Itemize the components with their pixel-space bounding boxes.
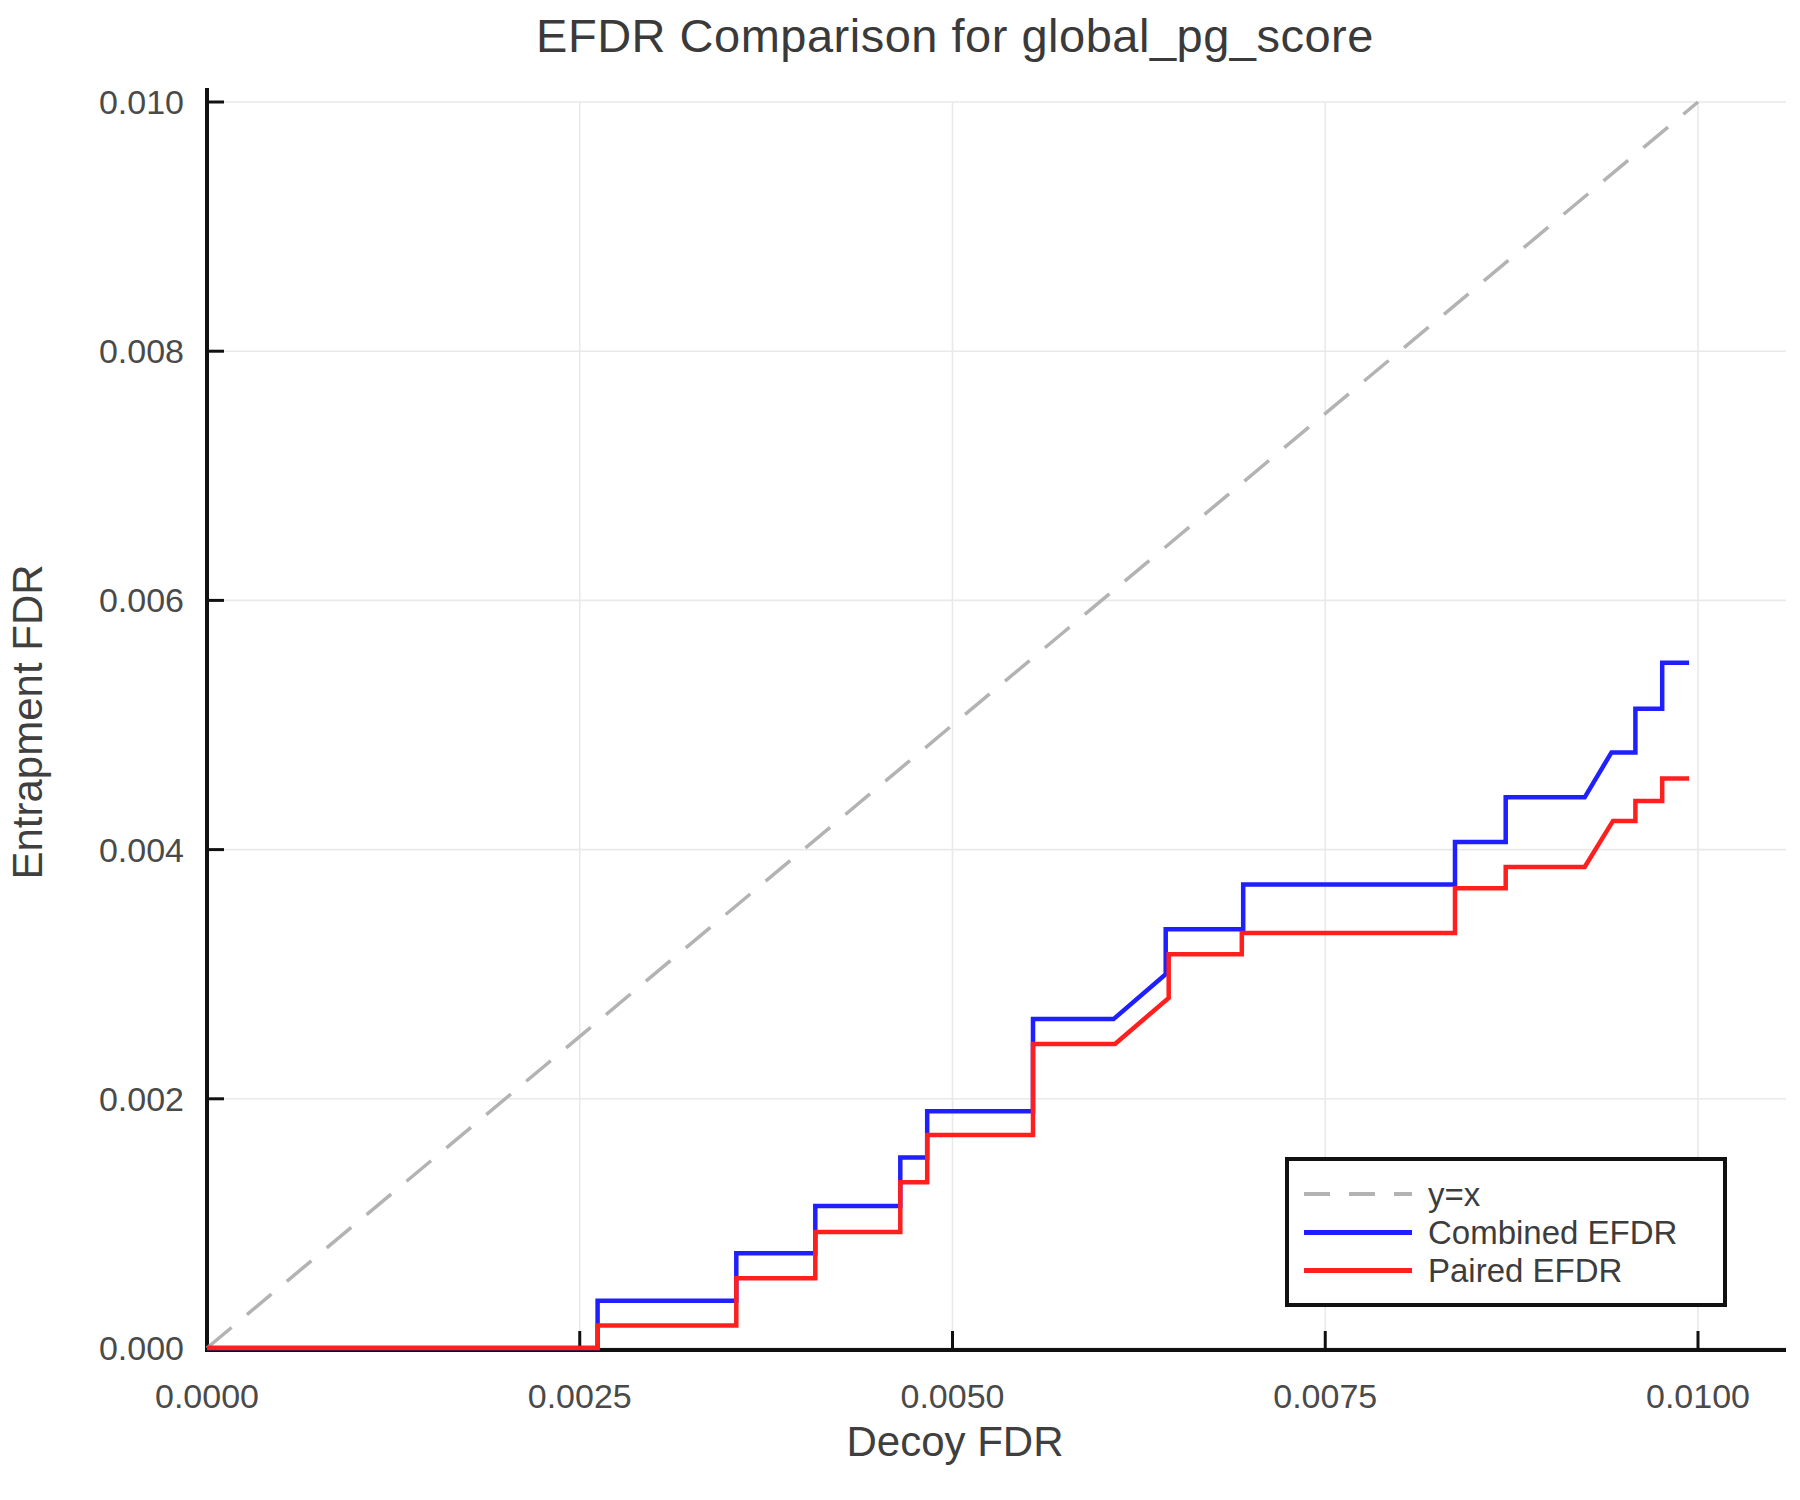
x-tick-label: 0.0050 <box>901 1377 1005 1415</box>
legend-item-identity: y=x <box>1304 1175 1723 1213</box>
x-tick-label: 0.0075 <box>1273 1377 1377 1415</box>
y-axis-label: Entrapment FDR <box>4 420 56 1024</box>
y-tick-label: 0.008 <box>99 332 184 370</box>
legend-box: y=x Combined EFDR Paired EFDR <box>1285 1157 1727 1307</box>
x-axis-label: Decoy FDR <box>105 1418 1800 1466</box>
x-tick-label: 0.0100 <box>1646 1377 1750 1415</box>
legend-label: Combined EFDR <box>1428 1216 1677 1249</box>
legend-label: y=x <box>1428 1178 1480 1211</box>
y-tick-label: 0.000 <box>99 1329 184 1367</box>
x-tick-label: 0.0000 <box>155 1377 259 1415</box>
legend-item-paired-efdr: Paired EFDR <box>1304 1251 1723 1289</box>
dashed-line-swatch <box>1304 1192 1412 1196</box>
y-tick-label: 0.010 <box>99 83 184 121</box>
x-tick-label: 0.0025 <box>528 1377 632 1415</box>
red-line-swatch <box>1304 1268 1412 1273</box>
legend-item-combined-efdr: Combined EFDR <box>1304 1213 1723 1251</box>
legend-label: Paired EFDR <box>1428 1254 1622 1287</box>
chart-figure: 0.0000 0.0025 0.0050 0.0075 0.0100 0.000 0.002… <box>0 0 1800 1500</box>
y-tick-label: 0.006 <box>99 581 184 619</box>
chart-title: EFDR Comparison for global_pg_score <box>105 8 1800 63</box>
y-tick-label: 0.002 <box>99 1080 184 1118</box>
y-tick-label: 0.004 <box>99 831 184 869</box>
blue-line-swatch <box>1304 1230 1412 1235</box>
